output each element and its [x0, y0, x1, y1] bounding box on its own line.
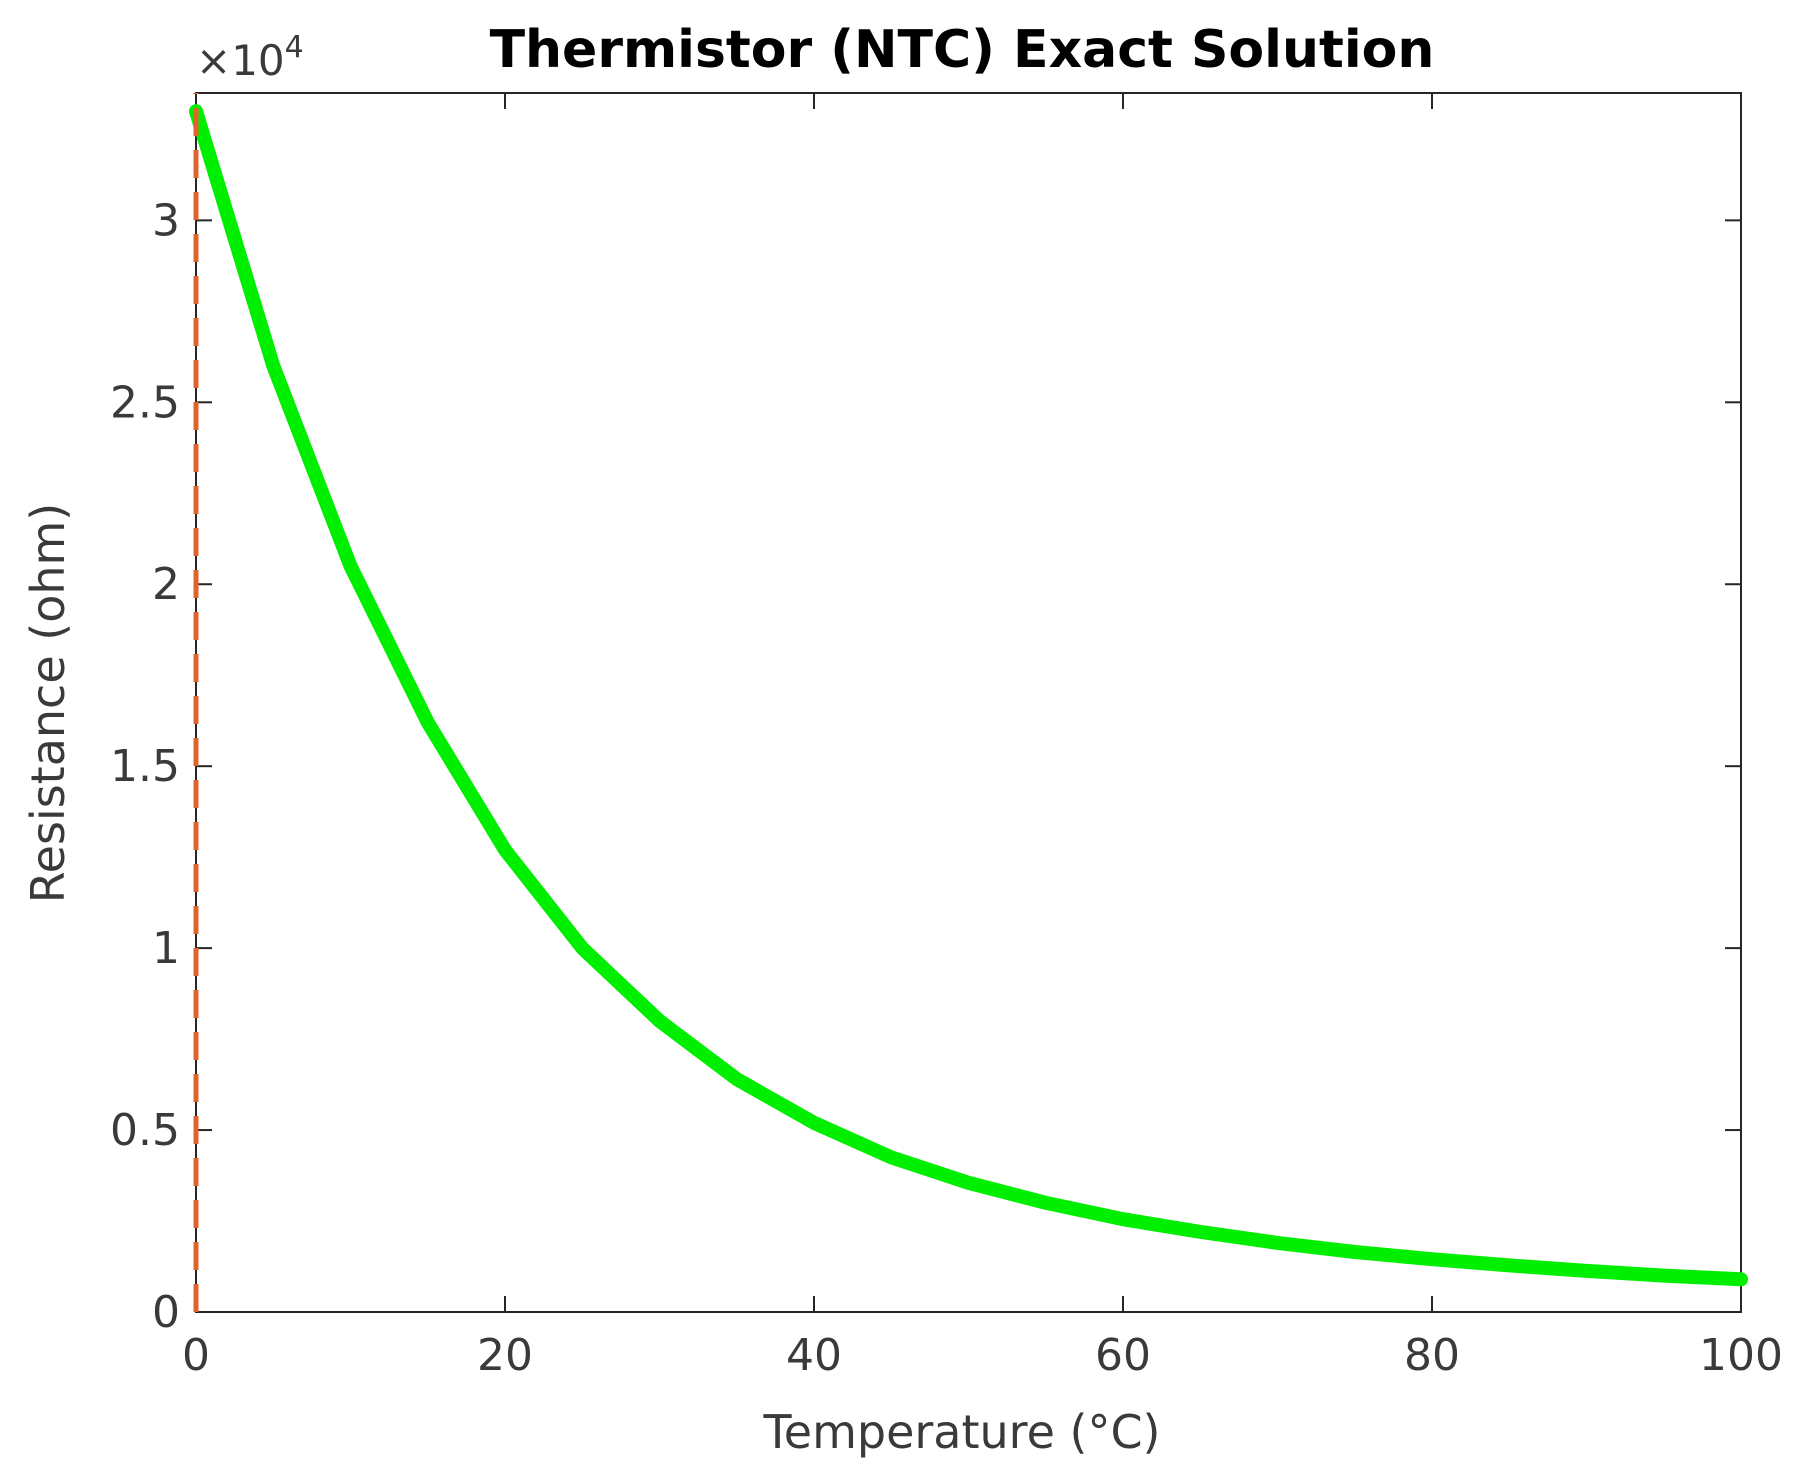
series-line-1 [189, 104, 1748, 1287]
y-tick-label: 1.5 [110, 741, 180, 792]
y-tick-label: 3 [152, 195, 180, 246]
y-tick-label: 1 [152, 923, 180, 974]
y-axis-label: Resistance (ohm) [21, 503, 75, 904]
y-tick-label: 2 [152, 559, 180, 610]
y-tick-label: 0.5 [110, 1105, 180, 1156]
plot-area: 0 20 40 60 80 100 0 0.5 1 1.5 2 2.5 3 [110, 92, 1783, 1381]
y-axis-multiplier-exponent: 4 [285, 30, 304, 65]
x-tick-label: 100 [1699, 1330, 1783, 1381]
x-tick-label: 40 [786, 1330, 842, 1381]
x-axis-label: Temperature (°C) [762, 1405, 1160, 1459]
x-tick-label: 0 [182, 1330, 210, 1381]
x-tick-label: 80 [1404, 1330, 1460, 1381]
y-axis-multiplier-base: ×10 [196, 36, 285, 85]
x-tick-label: 20 [477, 1330, 533, 1381]
chart-title: Thermistor (NTC) Exact Solution [490, 20, 1435, 80]
y-tick-label: 2.5 [110, 377, 180, 428]
y-axis-multiplier: ×104 [196, 30, 304, 85]
y-tick-label: 0 [152, 1287, 180, 1338]
x-tick-label: 60 [1095, 1330, 1151, 1381]
